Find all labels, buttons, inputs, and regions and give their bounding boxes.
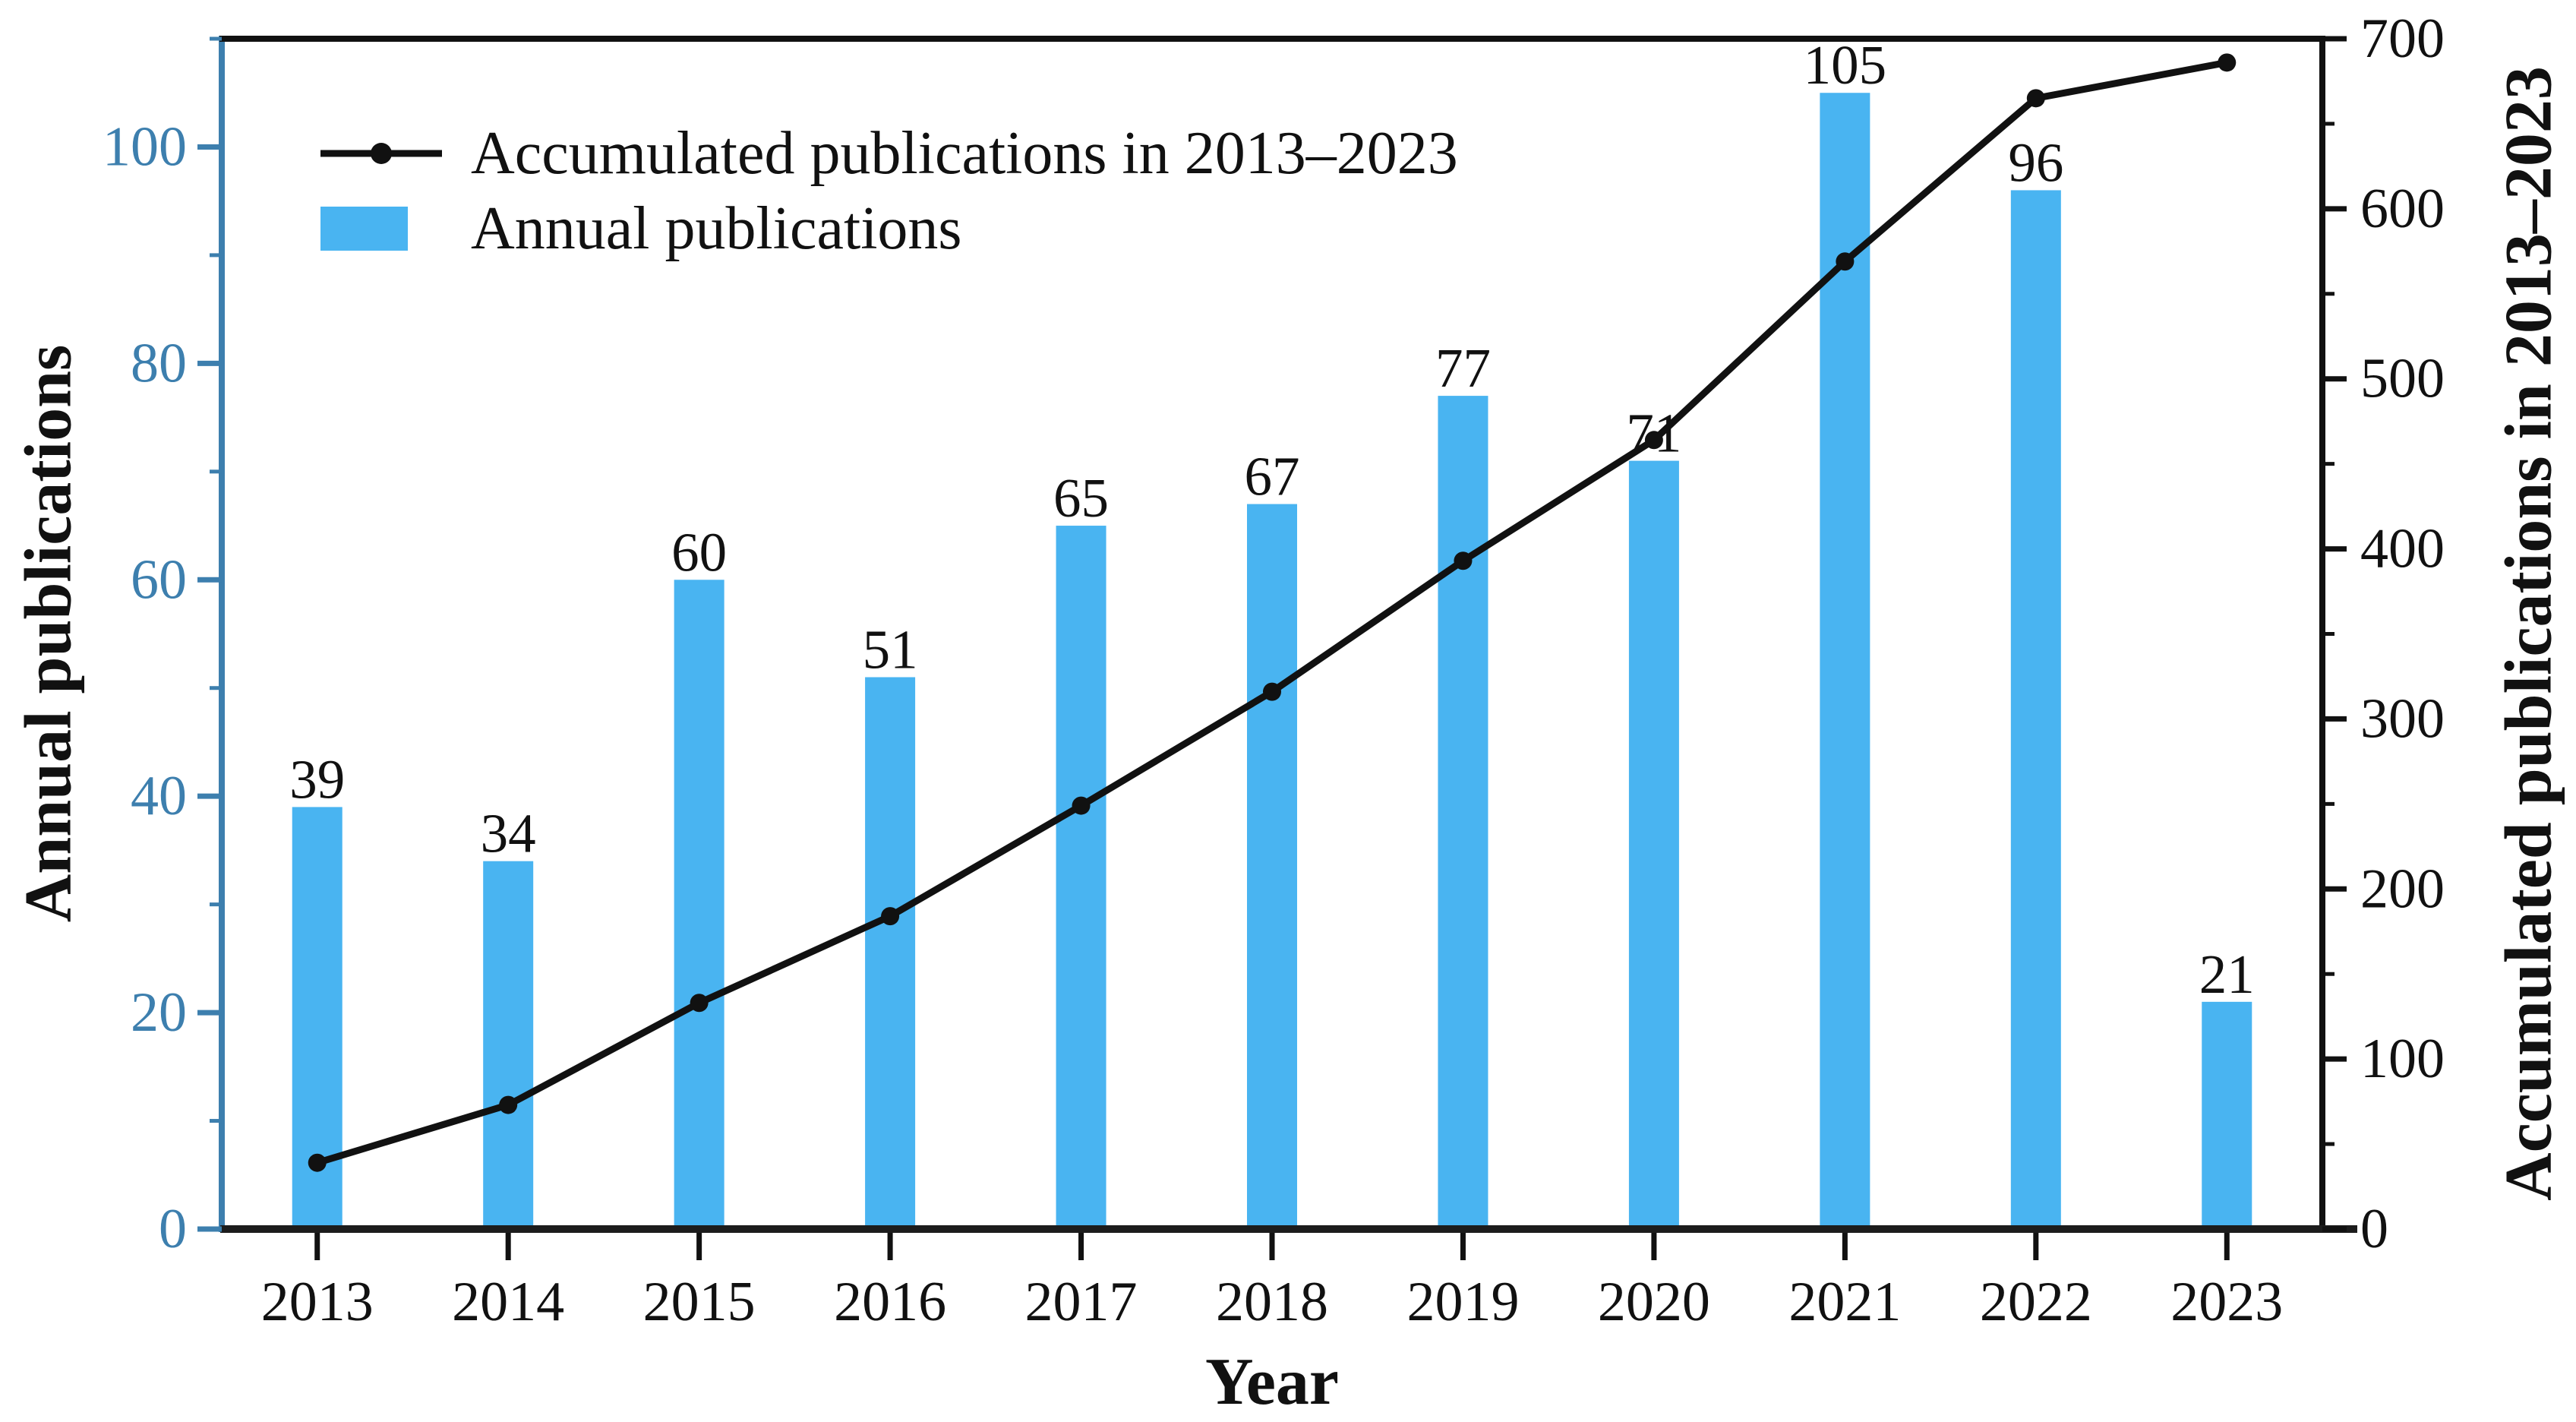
right-tick-label-500: 500 bbox=[2360, 348, 2445, 410]
bar-2018 bbox=[1247, 504, 1297, 1229]
bar-value-label-2021: 105 bbox=[1804, 34, 1887, 96]
bar-2019 bbox=[1438, 396, 1488, 1229]
legend: Accumulated publications in 2013–2023 An… bbox=[320, 120, 1458, 262]
left-tick-label-60: 60 bbox=[131, 548, 187, 611]
right-tick-label-400: 400 bbox=[2360, 518, 2445, 580]
right-tick-label-700: 700 bbox=[2360, 8, 2445, 70]
left-tick-label-20: 20 bbox=[131, 981, 187, 1044]
right-tick-label-600: 600 bbox=[2360, 178, 2445, 240]
line-marker-2015 bbox=[690, 994, 709, 1013]
bar-2016 bbox=[865, 677, 916, 1229]
line-marker-2022 bbox=[2026, 89, 2045, 108]
right-tick-label-200: 200 bbox=[2360, 858, 2445, 920]
x-tick-label-2014: 2014 bbox=[452, 1271, 564, 1333]
bar-value-label-2016: 51 bbox=[863, 618, 918, 680]
x-tick-label-2013: 2013 bbox=[261, 1271, 374, 1333]
left-tick-label-0: 0 bbox=[159, 1198, 187, 1260]
bar-2022 bbox=[2010, 190, 2061, 1229]
legend-entry-accumulated: Accumulated publications in 2013–2023 bbox=[471, 120, 1458, 187]
bar-value-label-2014: 34 bbox=[481, 803, 536, 864]
legend-line-marker bbox=[371, 143, 392, 164]
bar-2017 bbox=[1056, 526, 1106, 1229]
bar-value-label-2019: 77 bbox=[1435, 337, 1491, 399]
line-marker-2023 bbox=[2218, 53, 2237, 72]
x-tick-label-2019: 2019 bbox=[1406, 1271, 1519, 1333]
bar-2023 bbox=[2202, 1001, 2252, 1229]
x-tick-label-2020: 2020 bbox=[1598, 1271, 1710, 1333]
line-marker-2019 bbox=[1454, 551, 1473, 570]
axes-layer: 0 20 40 60 80 100 0 100 200 300 400 500 600 700 2013 20… bbox=[103, 8, 2445, 1333]
line-marker-2018 bbox=[1263, 682, 1281, 701]
right-tick-label-300: 300 bbox=[2360, 687, 2445, 750]
line-marker-2020 bbox=[1644, 431, 1663, 450]
accumulated-line-layer bbox=[308, 53, 2237, 1172]
bar-value-label-2015: 60 bbox=[671, 521, 727, 583]
left-tick-label-40: 40 bbox=[131, 765, 187, 827]
x-tick-label-2018: 2018 bbox=[1216, 1271, 1328, 1333]
bar-2014 bbox=[483, 861, 534, 1229]
bar-2021 bbox=[1820, 93, 1870, 1229]
line-marker-2017 bbox=[1072, 796, 1091, 815]
right-tick-label-100: 100 bbox=[2360, 1028, 2445, 1090]
line-marker-2013 bbox=[308, 1153, 327, 1172]
bar-value-label-2018: 67 bbox=[1245, 446, 1300, 507]
legend-bar-swatch bbox=[320, 207, 408, 251]
line-marker-2014 bbox=[499, 1095, 518, 1114]
left-tick-label-100: 100 bbox=[103, 115, 187, 178]
bars-layer: 39346051656777711059621 bbox=[289, 34, 2255, 1229]
bar-value-label-2023: 21 bbox=[2199, 943, 2255, 1005]
x-tick-label-2016: 2016 bbox=[834, 1271, 946, 1333]
right-axis-title: Accumulated publications in 2013–2023 bbox=[2492, 66, 2566, 1201]
x-axis-title: Year bbox=[1205, 1345, 1339, 1419]
right-tick-label-0: 0 bbox=[2360, 1198, 2388, 1260]
left-tick-label-80: 80 bbox=[131, 332, 187, 394]
line-marker-2016 bbox=[881, 907, 900, 926]
x-tick-label-2021: 2021 bbox=[1788, 1271, 1901, 1333]
left-axis-title: Annual publications bbox=[12, 345, 86, 923]
bar-2015 bbox=[674, 580, 724, 1229]
x-tick-label-2022: 2022 bbox=[1980, 1271, 2092, 1333]
line-marker-2021 bbox=[1836, 252, 1855, 271]
bar-value-label-2017: 65 bbox=[1053, 467, 1109, 529]
x-tick-label-2017: 2017 bbox=[1025, 1271, 1138, 1333]
bar-2020 bbox=[1628, 460, 1679, 1229]
bar-value-label-2013: 39 bbox=[289, 748, 345, 810]
bar-value-label-2022: 96 bbox=[2008, 131, 2063, 193]
x-tick-label-2015: 2015 bbox=[643, 1271, 756, 1333]
legend-entry-annual: Annual publications bbox=[471, 195, 962, 262]
x-tick-label-2023: 2023 bbox=[2170, 1271, 2283, 1333]
